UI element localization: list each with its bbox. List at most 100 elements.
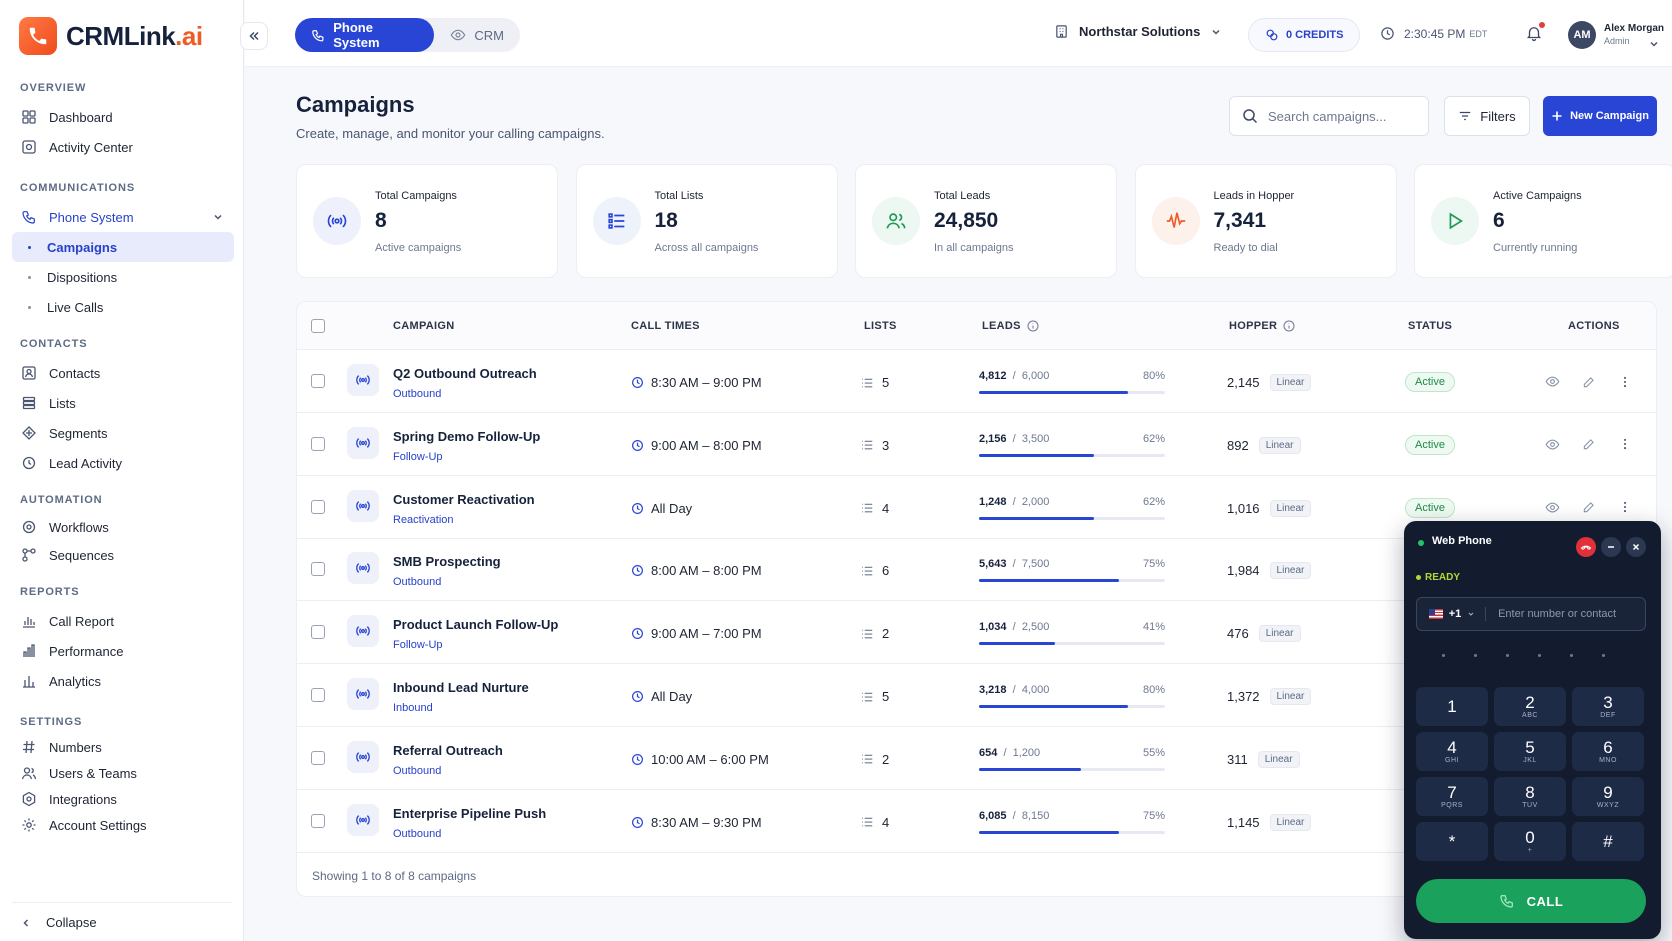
- edit-button[interactable]: [1582, 375, 1596, 389]
- campaign-name[interactable]: Inbound Lead Nurture: [393, 680, 529, 695]
- chevron-down-icon[interactable]: [1648, 38, 1660, 50]
- sidebar-item-analytics[interactable]: Analytics: [12, 666, 234, 696]
- sidebar-toggle-button[interactable]: [240, 22, 268, 50]
- column-status[interactable]: STATUS: [1408, 320, 1453, 332]
- avatar[interactable]: AM: [1568, 21, 1596, 49]
- close-button[interactable]: [1626, 537, 1646, 557]
- campaign-name[interactable]: Enterprise Pipeline Push: [393, 805, 547, 821]
- view-button[interactable]: [1545, 374, 1560, 389]
- table-row[interactable]: Spring Demo Follow-Up Follow-Up 9:00 AM – …: [297, 413, 1656, 476]
- more-button[interactable]: [1618, 500, 1632, 514]
- table-row[interactable]: Customer Reactivation Reactivation All Day…: [297, 476, 1656, 539]
- campaign-name[interactable]: Product Launch Follow-Up: [393, 617, 559, 633]
- user-menu[interactable]: Alex Morgan Admin: [1604, 23, 1664, 47]
- keypad-key[interactable]: *: [1416, 822, 1488, 861]
- info-icon[interactable]: [1283, 320, 1295, 332]
- sidebar-item-live-calls[interactable]: Live Calls: [12, 292, 234, 322]
- table-row[interactable]: Product Launch Follow-Up Follow-Up 9:00 AM…: [297, 601, 1656, 665]
- keypad-key[interactable]: 7 PQRS: [1416, 777, 1488, 816]
- keypad-key[interactable]: 8 TUV: [1494, 777, 1566, 816]
- info-icon[interactable]: [1027, 320, 1039, 332]
- more-button[interactable]: [1618, 375, 1632, 389]
- filters-button[interactable]: Filters: [1444, 96, 1530, 136]
- sidebar-item-campaigns[interactable]: Campaigns: [12, 232, 234, 262]
- edit-button[interactable]: [1582, 500, 1596, 514]
- hangup-button[interactable]: [1576, 537, 1596, 557]
- table-row[interactable]: Inbound Lead Nurture Inbound All Day 5 3,218…: [297, 664, 1656, 727]
- minimize-button[interactable]: [1601, 537, 1621, 557]
- new-campaign-button[interactable]: New Campaign: [1543, 96, 1657, 136]
- keypad-key[interactable]: 0 +: [1494, 822, 1566, 861]
- organization-selector[interactable]: Northstar Solutions: [1054, 24, 1222, 39]
- key-digit: 6: [1603, 738, 1613, 757]
- row-checkbox[interactable]: [311, 436, 325, 451]
- sidebar-item-dashboard[interactable]: Dashboard: [12, 102, 234, 132]
- column-campaign[interactable]: CAMPAIGN: [393, 320, 455, 332]
- view-button[interactable]: [1545, 437, 1560, 452]
- sidebar-item-performance[interactable]: Performance: [12, 636, 234, 666]
- sidebar-item-account-settings[interactable]: Account Settings: [12, 812, 234, 838]
- sidebar-item-call-report[interactable]: Call Report: [12, 606, 234, 636]
- row-checkbox[interactable]: [311, 625, 325, 640]
- users-icon: [21, 767, 37, 780]
- brand-logo[interactable]: CRMLink.ai: [19, 17, 203, 55]
- campaign-name[interactable]: Referral Outreach: [393, 742, 503, 758]
- more-button[interactable]: [1618, 437, 1632, 451]
- campaign-name[interactable]: SMB Prospecting: [393, 554, 501, 570]
- row-checkbox[interactable]: [311, 374, 325, 388]
- view-button[interactable]: [1545, 500, 1560, 515]
- select-all-checkbox[interactable]: [311, 319, 325, 333]
- row-checkbox[interactable]: [311, 750, 325, 765]
- table-row[interactable]: Enterprise Pipeline Push Outbound 8:30 AM …: [297, 790, 1656, 853]
- row-checkbox[interactable]: [311, 688, 325, 702]
- keypad-key[interactable]: 6 MNO: [1572, 732, 1644, 771]
- section-contacts: CONTACTS: [20, 338, 88, 350]
- search-input[interactable]: [1268, 108, 1418, 124]
- keypad-key[interactable]: 5 JKL: [1494, 732, 1566, 771]
- table-row[interactable]: SMB Prospecting Outbound 8:00 AM – 8:00 PM…: [297, 538, 1656, 602]
- sidebar-item-lists[interactable]: Lists: [12, 388, 234, 418]
- sidebar-item-phone-system[interactable]: Phone System: [12, 202, 234, 232]
- phone-number-input[interactable]: [1498, 608, 1646, 620]
- sidebar-item-segments[interactable]: Segments: [12, 418, 234, 448]
- keypad-key[interactable]: 2 ABC: [1494, 687, 1566, 726]
- keypad-key[interactable]: 9 WXYZ: [1572, 777, 1644, 816]
- tab-crm[interactable]: CRM: [434, 18, 520, 52]
- hopper-count: 1,984 Linear: [1227, 562, 1312, 580]
- collapse-sidebar-button[interactable]: Collapse: [20, 915, 97, 930]
- keypad-key[interactable]: 4 GHI: [1416, 732, 1488, 771]
- country-code[interactable]: +1: [1448, 608, 1462, 620]
- campaign-name[interactable]: Customer Reactivation: [393, 491, 535, 507]
- table-row[interactable]: Q2 Outbound Outreach Outbound 8:30 AM – 9:…: [297, 350, 1656, 413]
- row-checkbox[interactable]: [311, 813, 325, 828]
- sidebar-item-lead-activity[interactable]: Lead Activity: [12, 448, 234, 478]
- sidebar-item-sequences[interactable]: Sequences: [12, 542, 234, 568]
- row-checkbox[interactable]: [311, 499, 325, 514]
- sidebar-item-dispositions[interactable]: Dispositions: [12, 262, 234, 292]
- sidebar-item-label: Dispositions: [47, 269, 118, 285]
- keypad-key[interactable]: 3 DEF: [1572, 687, 1644, 726]
- campaign-name[interactable]: Q2 Outbound Outreach: [393, 366, 537, 381]
- sidebar-item-activity-center[interactable]: Activity Center: [12, 132, 234, 162]
- sidebar-item-workflows[interactable]: Workflows: [12, 512, 234, 542]
- keypad-key[interactable]: #: [1572, 822, 1644, 861]
- tab-phone-system[interactable]: Phone System: [295, 18, 435, 52]
- keypad-key[interactable]: 1: [1416, 687, 1488, 726]
- column-lists[interactable]: LISTS: [864, 320, 897, 332]
- call-button[interactable]: CALL: [1416, 879, 1646, 923]
- row-checkbox[interactable]: [311, 562, 325, 577]
- us-flag-icon[interactable]: [1429, 609, 1443, 619]
- sidebar-item-users-teams[interactable]: Users & Teams: [12, 760, 234, 786]
- sidebar-item-contacts[interactable]: Contacts: [12, 358, 234, 388]
- chevron-down-icon[interactable]: [1467, 610, 1475, 618]
- campaign-name[interactable]: Spring Demo Follow-Up: [393, 428, 541, 444]
- column-leads[interactable]: LEADS: [982, 320, 1039, 332]
- sidebar-item-integrations[interactable]: Integrations: [12, 786, 234, 812]
- column-call-times[interactable]: CALL TIMES: [631, 320, 700, 332]
- column-hopper[interactable]: HOPPER: [1229, 320, 1295, 332]
- sidebar-item-numbers[interactable]: Numbers: [12, 734, 234, 760]
- edit-button[interactable]: [1582, 437, 1596, 451]
- credits-badge[interactable]: 0 CREDITS: [1248, 18, 1361, 52]
- table-row[interactable]: Referral Outreach Outbound 10:00 AM – 6:00…: [297, 727, 1656, 790]
- notifications-button[interactable]: [1525, 22, 1545, 42]
